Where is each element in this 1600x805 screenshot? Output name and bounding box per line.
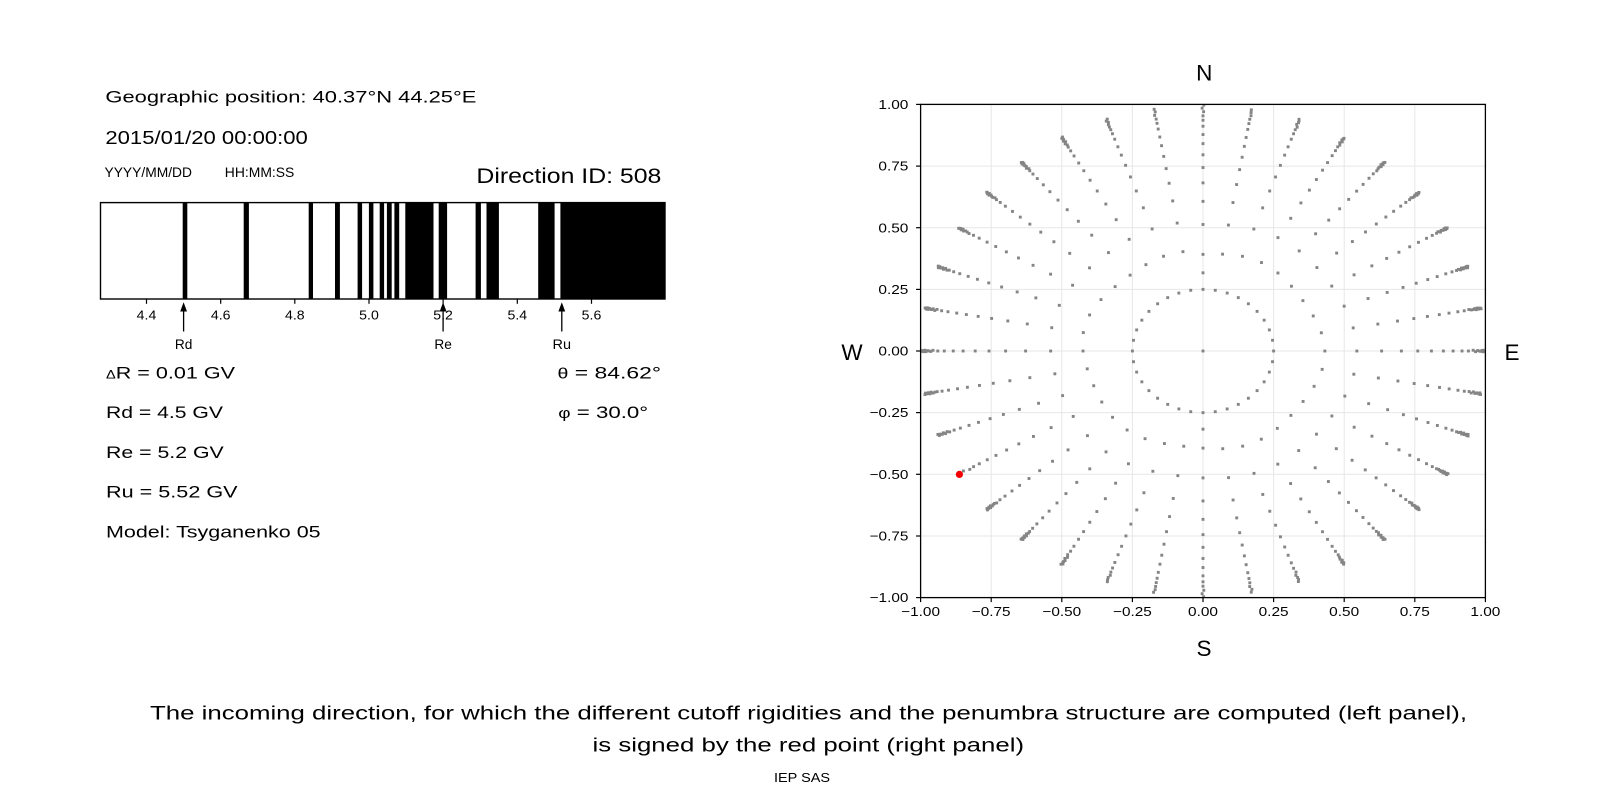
svg-text:−1.00: −1.00 <box>901 604 940 619</box>
svg-text:0.25: 0.25 <box>878 282 908 297</box>
svg-text:0.50: 0.50 <box>878 220 908 235</box>
svg-text:Re = 5.2 GV: Re = 5.2 GV <box>106 443 225 462</box>
svg-text:−0.50: −0.50 <box>1042 604 1081 619</box>
svg-text:0.75: 0.75 <box>1400 604 1430 619</box>
svg-text:5.4: 5.4 <box>508 308 528 323</box>
svg-text:5.0: 5.0 <box>359 308 379 323</box>
svg-text:E: E <box>1504 340 1519 365</box>
svg-text:−0.50: −0.50 <box>870 467 909 482</box>
svg-text:4.4: 4.4 <box>137 308 157 323</box>
svg-text:is signed by the red point (ri: is signed by the red point (right panel) <box>593 736 1025 757</box>
svg-text:1.00: 1.00 <box>878 97 908 112</box>
svg-text:ΔR = 0.01 GV: ΔR = 0.01 GV <box>106 364 236 383</box>
svg-text:0.00: 0.00 <box>878 344 908 359</box>
svg-text:1.00: 1.00 <box>1470 604 1500 619</box>
svg-text:0.00: 0.00 <box>1188 604 1218 619</box>
svg-text:φ = 30.0°: φ = 30.0° <box>558 403 648 422</box>
svg-text:4.8: 4.8 <box>285 308 305 323</box>
svg-text:θ = 84.62°: θ = 84.62° <box>558 364 662 383</box>
svg-text:Ru: Ru <box>553 337 572 352</box>
svg-text:HH:MM:SS: HH:MM:SS <box>225 164 294 180</box>
svg-text:Geographic position: 40.37°N 4: Geographic position: 40.37°N 44.25°E <box>105 88 476 107</box>
svg-text:4.6: 4.6 <box>211 308 231 323</box>
svg-text:0.50: 0.50 <box>1329 604 1359 619</box>
svg-text:−0.75: −0.75 <box>870 529 909 544</box>
svg-text:0.75: 0.75 <box>878 159 908 174</box>
svg-text:0.25: 0.25 <box>1259 604 1289 619</box>
svg-text:S: S <box>1196 636 1211 661</box>
svg-text:5.6: 5.6 <box>582 308 602 323</box>
svg-text:N: N <box>1196 60 1212 85</box>
svg-text:Ru = 5.52 GV: Ru = 5.52 GV <box>106 483 238 502</box>
svg-text:Re: Re <box>434 337 452 352</box>
svg-text:−0.75: −0.75 <box>972 604 1011 619</box>
svg-text:Rd: Rd <box>175 337 193 352</box>
svg-text:The incoming direction, for wh: The incoming direction, for which the di… <box>150 704 1467 725</box>
svg-text:W: W <box>841 340 863 365</box>
svg-text:YYYY/MM/DD: YYYY/MM/DD <box>105 164 193 180</box>
svg-text:Rd = 4.5 GV: Rd = 4.5 GV <box>106 403 224 422</box>
svg-text:−0.25: −0.25 <box>870 405 909 420</box>
svg-text:Model: Tsyganenko 05: Model: Tsyganenko 05 <box>106 522 321 541</box>
svg-text:2015/01/20 00:00:00: 2015/01/20 00:00:00 <box>105 128 307 148</box>
svg-text:IEP SAS: IEP SAS <box>774 770 830 785</box>
svg-text:Direction ID: 508: Direction ID: 508 <box>476 164 661 188</box>
svg-text:−1.00: −1.00 <box>870 590 909 605</box>
svg-text:−0.25: −0.25 <box>1113 604 1152 619</box>
